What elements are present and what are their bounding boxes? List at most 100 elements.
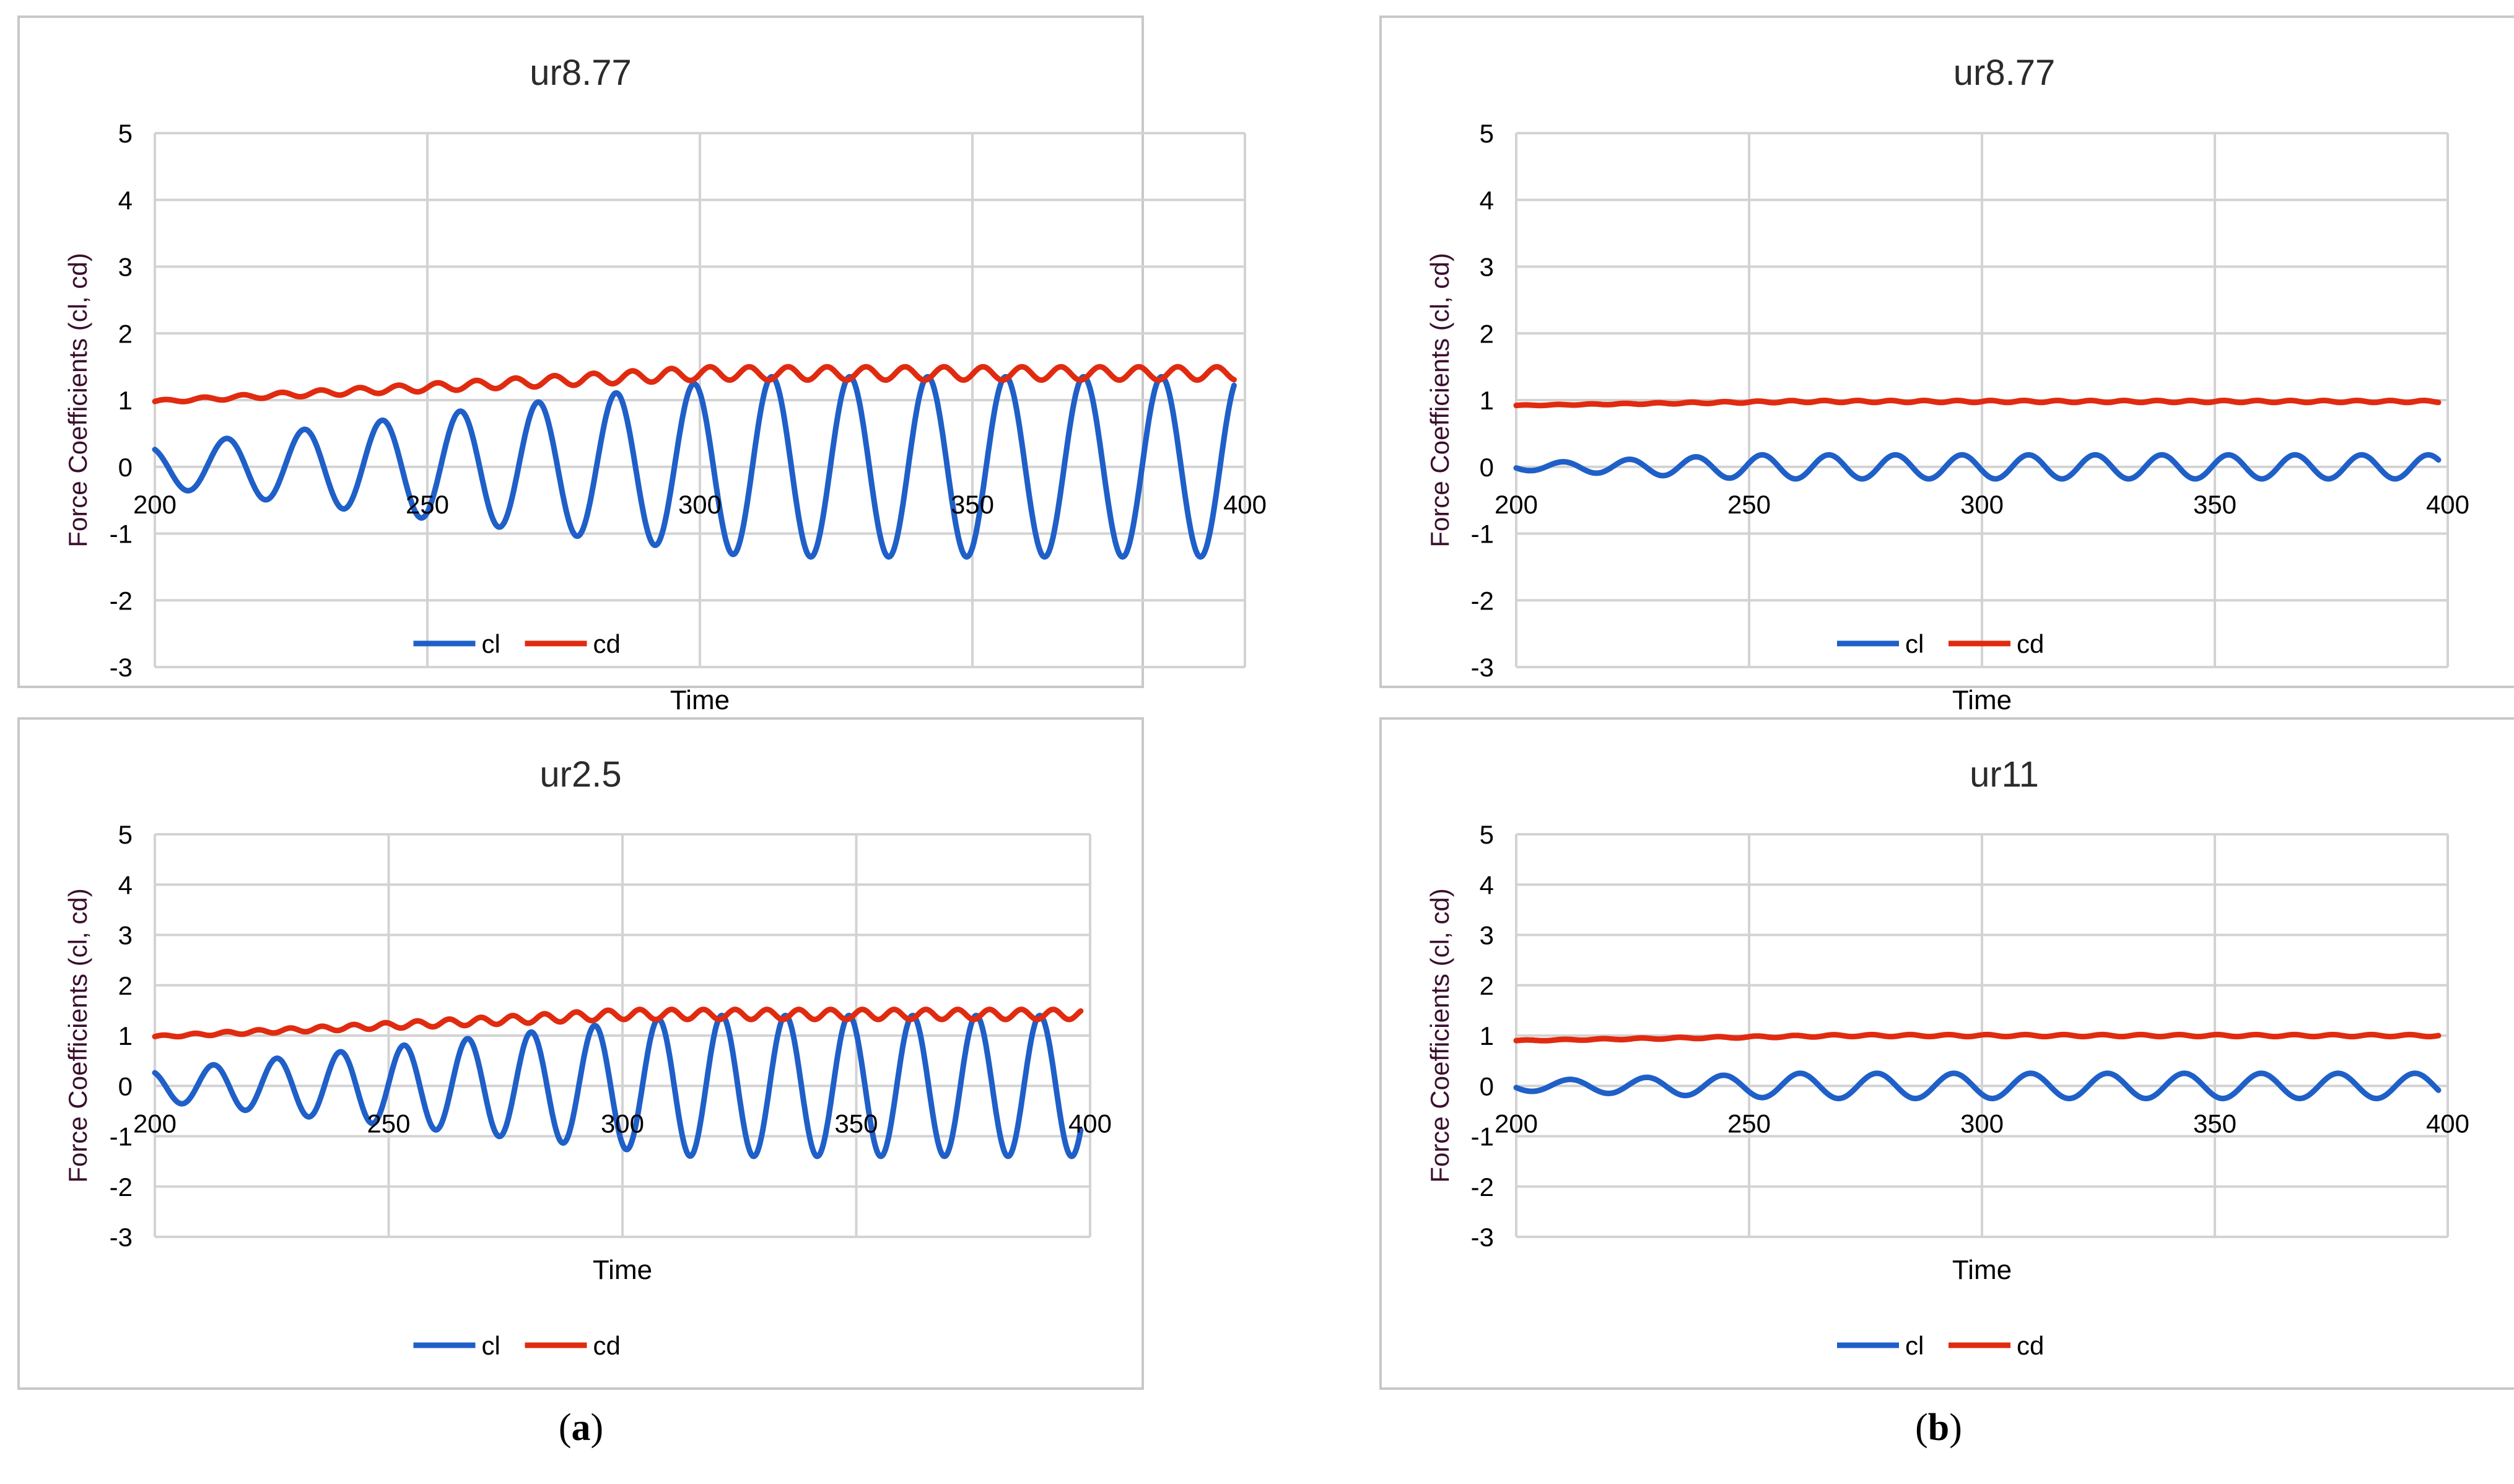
x-tick-label: 250	[1727, 1109, 1771, 1138]
y-tick-label: 4	[1480, 186, 1494, 215]
chart-a-bottom: -3 -2 -1 0 1 2 3 4 5 200 250 300 350 400 ur2.5 Time Forc…	[17, 717, 1144, 1390]
chart-frame	[1379, 15, 2514, 688]
caption-a: (a)	[488, 1406, 674, 1450]
y-tick-label: -2	[110, 586, 133, 615]
x-tick-label: 250	[1727, 490, 1771, 519]
y-tick-label: 4	[118, 870, 133, 899]
caption-b-open: (	[1915, 1407, 1928, 1449]
chart-title: ur8.77	[1953, 53, 2055, 93]
chart-frame	[17, 717, 1144, 1390]
series-line-cd	[152, 364, 1237, 404]
x-tick-label: 350	[951, 490, 994, 519]
y-axis-label: Force Coefficients (cl, cd)	[1425, 253, 1454, 547]
series-line-cd	[1513, 398, 2442, 409]
y-tick-label: -3	[1471, 653, 1494, 682]
x-tick-label: 400	[2426, 1109, 2469, 1138]
caption-a-close: )	[590, 1407, 604, 1449]
legend-label-cd: cd	[593, 629, 621, 658]
x-tick-label: 300	[678, 490, 722, 519]
series-line-cd	[152, 1006, 1084, 1040]
chart-a-top: -3 -2 -1 0 1 2 3 4 5 200 250 300 350 400 ur8.77 Time For…	[17, 15, 1267, 715]
x-tick-label: 200	[133, 1109, 177, 1138]
legend-label-cl: cl	[482, 1331, 500, 1360]
y-tick-label: 5	[1480, 119, 1494, 148]
x-tick-label: 300	[1960, 490, 2004, 519]
y-tick-label: 2	[1480, 319, 1494, 348]
x-axis-label: Time	[1952, 685, 2012, 715]
x-tick-label: 400	[1068, 1109, 1112, 1138]
series-line-cl	[1513, 1070, 2442, 1102]
y-tick-label: 1	[1480, 386, 1494, 415]
x-tick-label: 400	[1223, 490, 1267, 519]
x-tick-label: 350	[2193, 490, 2237, 519]
y-tick-label: -1	[110, 520, 133, 549]
x-tick-label: 350	[834, 1109, 878, 1138]
y-tick-label: -3	[110, 653, 133, 682]
y-tick-label: 5	[1480, 820, 1494, 849]
y-tick-label: 3	[118, 253, 133, 282]
series-line-cl	[1513, 452, 2442, 482]
x-axis-label: Time	[1952, 1255, 2012, 1285]
caption-a-letter: a	[571, 1407, 591, 1449]
series-line-cl	[152, 1013, 1084, 1159]
x-axis-label: Time	[670, 685, 730, 715]
y-tick-label: 5	[118, 820, 133, 849]
chart-title: ur2.5	[539, 754, 621, 795]
y-axis-label: Force Coefficients (cl, cd)	[63, 888, 92, 1182]
x-tick-label: 400	[2426, 490, 2469, 519]
y-tick-label: 4	[1480, 870, 1494, 899]
legend-label-cl: cl	[482, 629, 500, 658]
x-tick-label: 200	[1495, 490, 1538, 519]
y-axis-label: Force Coefficients (cl, cd)	[1425, 888, 1454, 1182]
x-tick-label: 300	[1960, 1109, 2004, 1138]
legend-label-cd: cd	[2017, 629, 2044, 658]
y-tick-label: -1	[110, 1122, 133, 1151]
x-tick-label: 250	[367, 1109, 410, 1138]
y-tick-label: 2	[1480, 971, 1494, 1000]
caption-a-open: (	[558, 1407, 572, 1449]
y-tick-label: 4	[118, 186, 133, 215]
y-tick-label: -1	[1471, 520, 1494, 549]
y-tick-label: 0	[1480, 1072, 1494, 1101]
y-tick-label: 2	[118, 319, 133, 348]
y-tick-label: -3	[1471, 1223, 1494, 1252]
chart-b-bottom: -3 -2 -1 0 1 2 3 4 5 200 250 300 350 400 ur11 Time Force…	[1379, 717, 2514, 1390]
x-tick-label: 300	[601, 1109, 644, 1138]
y-tick-label: 5	[118, 119, 133, 148]
y-tick-label: 3	[1480, 921, 1494, 950]
x-tick-label: 200	[133, 490, 177, 519]
y-tick-label: 2	[118, 971, 133, 1000]
x-tick-label: 250	[406, 490, 449, 519]
x-tick-label: 200	[1495, 1109, 1538, 1138]
y-tick-label: 3	[118, 921, 133, 950]
chart-frame	[1379, 717, 2514, 1390]
y-tick-label: -2	[1471, 1172, 1494, 1202]
y-tick-label: -2	[1471, 586, 1494, 615]
y-tick-label: 0	[1480, 453, 1494, 482]
y-axis-label: Force Coefficients (cl, cd)	[63, 253, 92, 547]
y-tick-label: -3	[110, 1223, 133, 1252]
chart-b-top: -3 -2 -1 0 1 2 3 4 5 200 250 300 350 400 ur8.77 Time For…	[1379, 15, 2514, 715]
caption-b: (b)	[1846, 1406, 2032, 1450]
y-tick-label: 3	[1480, 253, 1494, 282]
caption-b-letter: b	[1927, 1407, 1950, 1449]
legend-label-cl: cl	[1905, 1331, 1924, 1360]
chart-title: ur8.77	[530, 53, 631, 93]
legend-label-cd: cd	[2017, 1331, 2044, 1360]
y-tick-label: 1	[1480, 1021, 1494, 1050]
y-tick-label: 1	[118, 1021, 133, 1050]
y-tick-label: 1	[118, 386, 133, 415]
y-tick-label: 0	[118, 1072, 133, 1101]
chart-title: ur11	[1970, 754, 2039, 795]
series-line-cd	[1513, 1031, 2442, 1044]
legend-label-cd: cd	[593, 1331, 621, 1360]
chart-frame	[17, 15, 1144, 688]
legend-label-cl: cl	[1905, 629, 1924, 658]
y-tick-label: -1	[1471, 1122, 1494, 1151]
x-axis-label: Time	[593, 1255, 652, 1285]
caption-b-close: )	[1949, 1407, 1962, 1449]
x-tick-label: 350	[2193, 1109, 2237, 1138]
y-tick-label: 0	[118, 453, 133, 482]
series-line-cl	[152, 373, 1237, 560]
